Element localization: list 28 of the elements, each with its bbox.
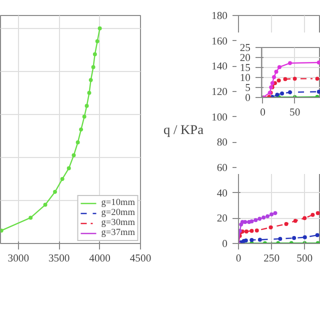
y-tick-label: 40 [216,188,228,200]
x-tick-label: 4500 [130,254,152,264]
legend-label: g=30mm [101,218,135,228]
legend-label: g=10mm [101,198,135,208]
x-tick-label: 250 [264,254,280,264]
x-tick-label: 3500 [48,254,70,264]
y-tick-label: 140 [212,62,228,73]
x-tick-label: 3000 [8,254,30,264]
y-tick-label: 15 [240,63,250,74]
y-tick-label: 80 [216,138,228,149]
legend-label: g=37mm [101,228,135,238]
y-tick-label: 20 [216,214,228,225]
x-tick-label: 50 [290,108,300,118]
y-tick-label: 180 [212,11,228,22]
x-tick-label: 500 [296,254,313,264]
y-tick-label: 10 [240,73,250,84]
x-tick-label: 4000 [89,254,110,264]
y-tick-label: 20 [240,53,250,64]
y-tick-label: 5 [245,83,250,94]
y-tick-label: 160 [212,36,228,48]
y-tick-label: 0 [222,239,228,250]
y-tick-label: 60 [216,163,228,174]
legend-label: g=20mm [101,208,135,218]
y-axis-title: q / KPa [164,122,204,137]
y-tick-label: 25 [240,43,250,54]
y-tick-label: 120 [212,87,228,98]
y-tick-label: 0 [245,93,250,104]
y-tick-label: 100 [212,112,228,124]
